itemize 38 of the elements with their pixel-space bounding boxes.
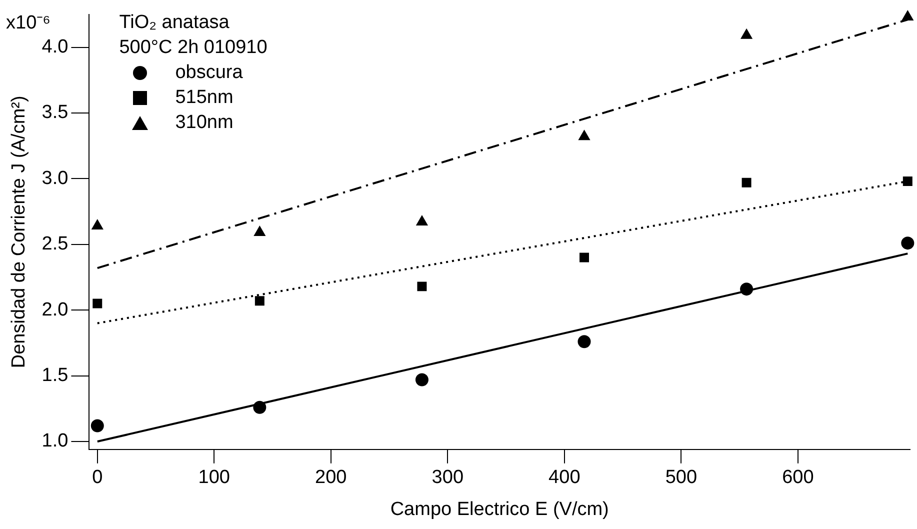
legend-label: 515nm xyxy=(175,86,234,110)
x-tick-label: 500 xyxy=(665,467,698,488)
y-tick-label: 3.5 xyxy=(42,102,68,124)
point xyxy=(416,216,428,226)
point xyxy=(90,419,104,432)
legend-label: 310nm xyxy=(175,111,234,136)
point xyxy=(578,335,591,348)
point xyxy=(902,176,912,186)
point xyxy=(92,298,102,308)
point xyxy=(580,252,589,262)
y-tick-label: 1.5 xyxy=(42,365,68,386)
point xyxy=(254,296,264,306)
point xyxy=(902,10,914,21)
point xyxy=(742,178,752,188)
y-axis-title: Densidad de Corriente J (A/cm²) xyxy=(8,96,30,368)
point xyxy=(417,282,427,292)
x-tick-label: 200 xyxy=(315,467,347,488)
point xyxy=(253,400,266,414)
point xyxy=(740,282,754,296)
y-tick-label: 2.5 xyxy=(42,234,68,255)
point xyxy=(92,219,104,230)
y-tick-label: 1.0 xyxy=(42,430,68,452)
x-tick-label: 600 xyxy=(782,467,814,488)
point xyxy=(901,236,914,250)
y-tick-label: 4.0 xyxy=(42,36,68,58)
legend-label: obscura xyxy=(175,61,243,86)
point xyxy=(740,28,752,39)
y-tick-label: 2.0 xyxy=(42,299,68,320)
x-tick-label: 400 xyxy=(548,467,580,488)
point xyxy=(415,373,428,386)
point xyxy=(578,130,590,140)
y-tick-label: 3.0 xyxy=(42,168,68,189)
text: x10⁻⁶ xyxy=(6,12,50,34)
x-tick-label: 0 xyxy=(92,467,103,488)
point xyxy=(254,226,266,236)
x-tick-label: 100 xyxy=(198,467,230,488)
x-axis-title: Campo Electrico E (V/cm) xyxy=(390,498,609,520)
x-tick-label: 300 xyxy=(432,467,464,488)
